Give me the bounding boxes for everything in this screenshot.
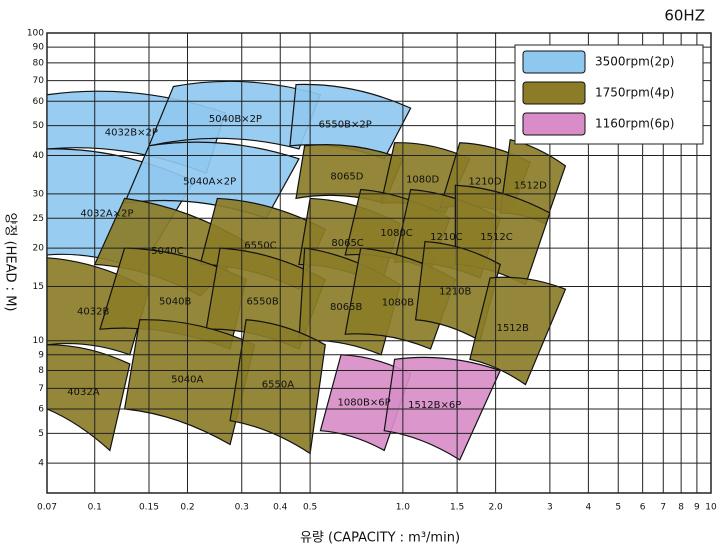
y-tick-label: 4 [38, 459, 44, 469]
legend-swatch [522, 112, 586, 136]
region-label: 6550B×2P [319, 119, 372, 130]
region-label: 1080D [406, 174, 439, 185]
y-axis-label: 양정 (HEAD : M) [3, 213, 18, 312]
region-label: 8065B [330, 302, 362, 313]
x-tick-label: 0.07 [37, 503, 57, 513]
region-label: 1210B [439, 287, 471, 298]
region-label: 6550C [244, 240, 276, 251]
y-tick-label: 6 [38, 404, 44, 414]
region-label: 1080B×6P [338, 397, 391, 408]
x-tick-label: 4 [586, 503, 592, 513]
region-label: 4032A [67, 387, 99, 398]
x-tick-label: 8 [678, 503, 684, 513]
region-label: 5040A×2P [183, 177, 236, 188]
x-tick-label: 0.5 [303, 503, 317, 513]
region [46, 344, 131, 452]
x-tick-label: 5 [615, 503, 621, 513]
y-tick-label: 9 [38, 350, 44, 360]
legend-label: 3500rpm(2p) [595, 55, 674, 69]
x-tick-label: 0.2 [180, 503, 194, 513]
region-label: 1210C [430, 232, 462, 243]
x-tick-label: 2.0 [488, 503, 503, 513]
y-tick-label: 70 [33, 76, 45, 86]
region-label: 1512D [514, 181, 547, 192]
region-label: 1080C [380, 228, 412, 239]
x-tick-label: 9 [694, 503, 700, 513]
x-tick-label: 1.5 [450, 503, 464, 513]
x-tick-label: 0.4 [273, 503, 288, 513]
region-label: 8065C [331, 238, 363, 249]
y-tick-label: 30 [33, 189, 45, 199]
region-label: 4032B×2P [105, 127, 158, 138]
region-label: 1512B×6P [408, 400, 461, 411]
region-label: 4032A×2P [80, 209, 133, 220]
y-tick-label: 100 [27, 29, 44, 39]
region-label: 4032B [77, 307, 109, 318]
x-tick-label: 10 [705, 503, 717, 513]
region-label: 5040C [151, 246, 183, 257]
legend-swatch [522, 81, 586, 105]
y-tick-label: 10 [33, 336, 45, 346]
y-tick-label: 8 [38, 366, 44, 376]
y-tick-label: 50 [33, 121, 45, 131]
region-label: 5040A [171, 375, 203, 386]
y-tick-label: 7 [38, 384, 44, 394]
y-tick-label: 90 [33, 43, 45, 53]
x-tick-label: 0.3 [235, 503, 249, 513]
region-label: 6550B [246, 296, 278, 307]
region-label: 8065D [330, 172, 363, 183]
x-tick-label: 3 [547, 503, 553, 513]
region-label: 1512C [480, 232, 512, 243]
y-tick-label: 15 [33, 282, 44, 292]
chart-title: 60HZ [664, 7, 705, 25]
x-tick-label: 6 [640, 503, 646, 513]
y-tick-label: 40 [33, 151, 45, 161]
region-label: 1080B [382, 298, 414, 309]
x-tick-label: 0.15 [139, 503, 159, 513]
region [123, 319, 256, 446]
y-tick-label: 20 [33, 244, 45, 254]
x-axis-label: 유량 (CAPACITY : m³/min) [300, 531, 460, 546]
y-tick-label: 5 [38, 429, 44, 439]
x-tick-label: 0.1 [88, 503, 102, 513]
y-tick-label: 25 [33, 214, 44, 224]
legend-swatch [522, 50, 586, 74]
legend-label: 1750rpm(4p) [595, 86, 674, 100]
region-label: 6550A [262, 380, 294, 391]
x-tick-label: 7 [660, 503, 666, 513]
regions [46, 80, 567, 461]
region-label: 5040B [159, 296, 191, 307]
legend-label: 1160rpm(6p) [595, 117, 674, 131]
region-label: 5040B×2P [209, 114, 262, 125]
x-tick-label: 1.0 [396, 503, 411, 513]
region-label: 1512B [497, 323, 529, 334]
region [469, 276, 567, 386]
y-tick-label: 60 [33, 97, 45, 107]
region-label: 1210D [468, 177, 501, 188]
y-tick-label: 80 [33, 58, 45, 68]
